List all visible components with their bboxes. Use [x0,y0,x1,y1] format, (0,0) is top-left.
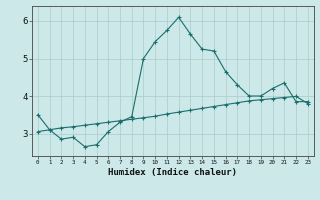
X-axis label: Humidex (Indice chaleur): Humidex (Indice chaleur) [108,168,237,177]
